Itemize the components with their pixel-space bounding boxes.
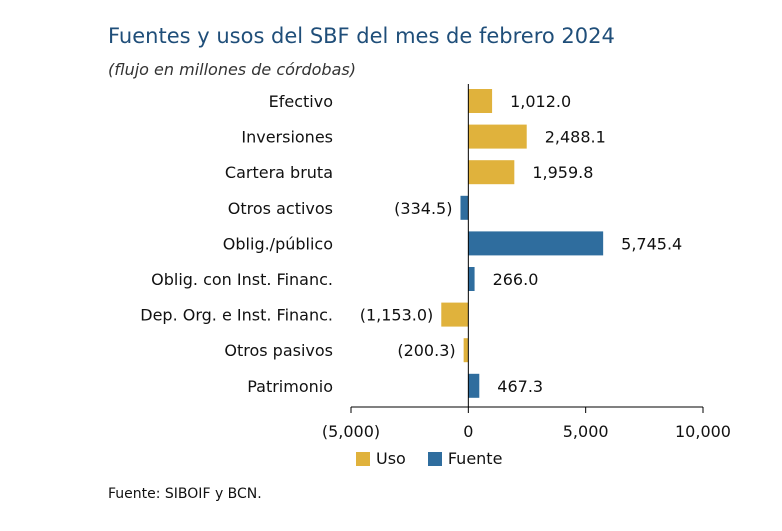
value-label: 1,959.8: [532, 163, 593, 182]
legend-item-uso: Uso: [356, 449, 406, 468]
value-label: (200.3): [397, 341, 455, 360]
x-tick-label: 10,000: [675, 422, 731, 441]
legend-item-fuente: Fuente: [427, 449, 503, 468]
value-label: 2,488.1: [545, 128, 606, 147]
legend-label-uso: Uso: [376, 449, 406, 468]
value-label: 5,745.4: [621, 234, 682, 253]
x-tick-label: 5,000: [563, 422, 609, 441]
category-label: Otros activos: [228, 199, 333, 218]
category-label: Otros pasivos: [224, 341, 333, 360]
bar: [468, 231, 604, 256]
category-label: Oblig. con Inst. Financ.: [151, 270, 333, 289]
value-label: 1,012.0: [510, 92, 571, 111]
category-label: Cartera bruta: [225, 163, 333, 182]
bar: [468, 267, 475, 291]
bar: [460, 195, 469, 220]
bar: [468, 160, 515, 185]
bar: [468, 373, 480, 398]
value-label: (1,153.0): [360, 306, 434, 325]
x-tick-label: (5,000): [322, 422, 380, 441]
chart-title: Fuentes y usos del SBF del mes de febrer…: [108, 24, 615, 48]
legend-swatch-fuente: [427, 451, 442, 466]
value-label: 266.0: [493, 270, 539, 289]
x-tick-label: 0: [463, 422, 473, 441]
legend-swatch-uso: [356, 451, 370, 466]
value-label: 467.3: [497, 377, 543, 396]
category-label: Oblig./público: [223, 234, 333, 253]
category-label: Patrimonio: [247, 377, 333, 396]
value-label: (334.5): [394, 199, 452, 218]
category-label: Dep. Org. e Inst. Financ.: [140, 306, 333, 325]
legend-label-fuente: Fuente: [447, 449, 503, 468]
bar: [468, 124, 527, 149]
chart-subtitle: (flujo en millones de córdobas): [108, 60, 356, 79]
source-note: Fuente: SIBOIF y BCN.: [108, 486, 262, 502]
category-label: Inversiones: [241, 128, 333, 147]
category-label: Efectivo: [269, 92, 333, 111]
bar: [468, 89, 493, 113]
legend: Uso Fuente: [356, 449, 502, 468]
bar: [441, 302, 469, 327]
bar: [463, 338, 469, 363]
